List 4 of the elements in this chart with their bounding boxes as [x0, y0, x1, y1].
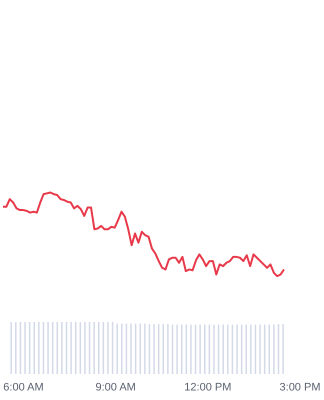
x-tick-label: 3:00 PM	[280, 382, 320, 394]
x-tick-label: 12:00 PM	[184, 382, 232, 394]
x-tick-label: 6:00 AM	[3, 382, 44, 394]
x-tick-label: 9:00 AM	[95, 382, 136, 394]
